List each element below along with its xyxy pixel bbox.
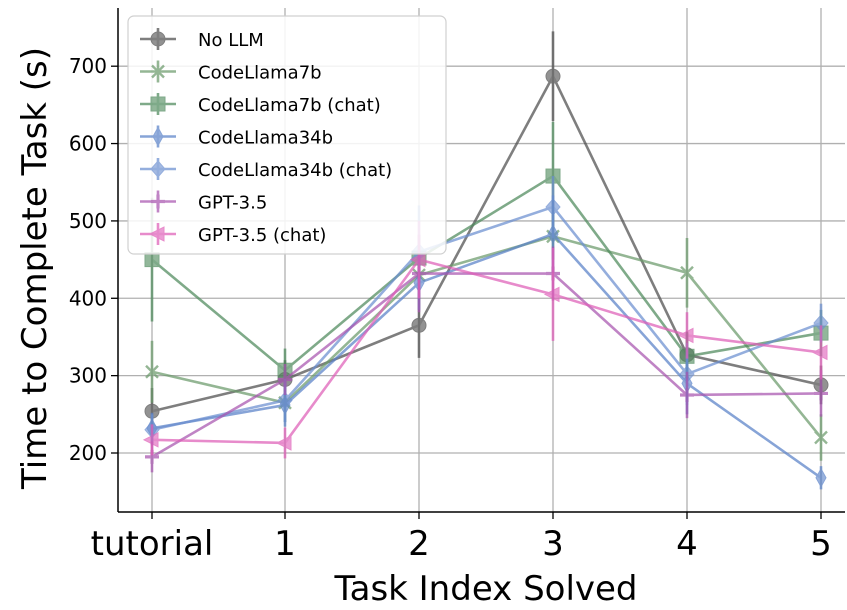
legend-label: CodeLlama34b (198, 128, 333, 149)
data-point (814, 386, 828, 401)
data-point (411, 317, 427, 333)
axes (117, 8, 845, 513)
legend-marker (148, 226, 165, 242)
data-point (543, 286, 560, 303)
series-line (151, 232, 822, 479)
y-tick-label: 600 (69, 132, 107, 156)
x-tick-label: 4 (676, 524, 698, 564)
data-point (409, 251, 426, 268)
legend-marker (151, 194, 165, 209)
legend-marker (151, 64, 165, 79)
y-tick-label: 400 (69, 286, 107, 310)
data-point (680, 265, 694, 280)
x-axis-title: Task Index Solved (333, 569, 637, 609)
legend-label: CodeLlama7b (chat) (198, 95, 381, 116)
legend-box (127, 15, 447, 255)
legend-label: No LLM (198, 30, 264, 51)
legend-marker (150, 160, 166, 178)
x-tick-label: 5 (810, 524, 832, 564)
legend-label: GPT-3.5 (198, 193, 267, 214)
series-line (151, 258, 822, 445)
y-tick-label: 300 (69, 364, 107, 388)
data-point (545, 198, 561, 216)
legend-item: CodeLlama7b (140, 60, 322, 84)
series-gpt-3-5 (145, 234, 828, 473)
data-point (677, 327, 694, 344)
series-line (151, 235, 823, 439)
data-point (278, 372, 292, 387)
data-point (815, 467, 827, 488)
y-tick-label: 500 (69, 209, 107, 233)
data-series (142, 31, 829, 490)
legend-swatch (140, 125, 176, 148)
data-point (275, 435, 292, 451)
x-tick-label: 2 (408, 524, 430, 564)
legend-label: CodeLlama7b (198, 63, 322, 84)
legend-item: GPT-3.5 (chat) (140, 223, 326, 246)
y-axis-title: Time to Complete Task (s) (15, 47, 55, 490)
legend-marker (150, 31, 166, 47)
legend-marker (150, 96, 166, 112)
data-point (545, 68, 561, 84)
legend: No LLM CodeLlama7b CodeLlama7b (chat) CodeL… (127, 15, 447, 255)
y-tick-label: 700 (69, 54, 107, 78)
series-line (151, 174, 822, 372)
legend-item: CodeLlama34b (140, 125, 333, 149)
series-line (151, 205, 822, 432)
data-point (142, 432, 159, 448)
data-point (144, 252, 160, 268)
legend-swatch (140, 28, 176, 50)
y-tick-label: 200 (69, 441, 107, 465)
legend-swatch (140, 60, 176, 83)
legend-item: CodeLlama34b (chat) (140, 158, 392, 181)
legend-marker (152, 126, 164, 147)
legend-swatch (140, 93, 176, 115)
data-point (145, 364, 159, 379)
x-tick-label: tutorial (91, 524, 214, 564)
legend-label: CodeLlama34b (chat) (198, 160, 392, 181)
data-point (811, 344, 828, 361)
legend-swatch (140, 223, 176, 245)
legend-item: GPT-3.5 (140, 190, 267, 214)
legend-item: No LLM (140, 28, 264, 51)
data-point (277, 391, 293, 410)
tick-marks-and-labels: 200 300 400 500 600 700 tutorial 1 2 3 4 5 (69, 54, 832, 564)
data-point (680, 387, 694, 402)
legend-swatch (140, 190, 176, 213)
legend-item: CodeLlama7b (chat) (140, 93, 381, 116)
data-point (814, 430, 828, 445)
legend-swatch (140, 158, 176, 180)
legend-label: GPT-3.5 (chat) (198, 225, 326, 246)
x-tick-label: 3 (542, 524, 564, 564)
series-line (151, 74, 822, 413)
series-line (151, 272, 822, 458)
x-tick-label: 1 (274, 524, 296, 564)
